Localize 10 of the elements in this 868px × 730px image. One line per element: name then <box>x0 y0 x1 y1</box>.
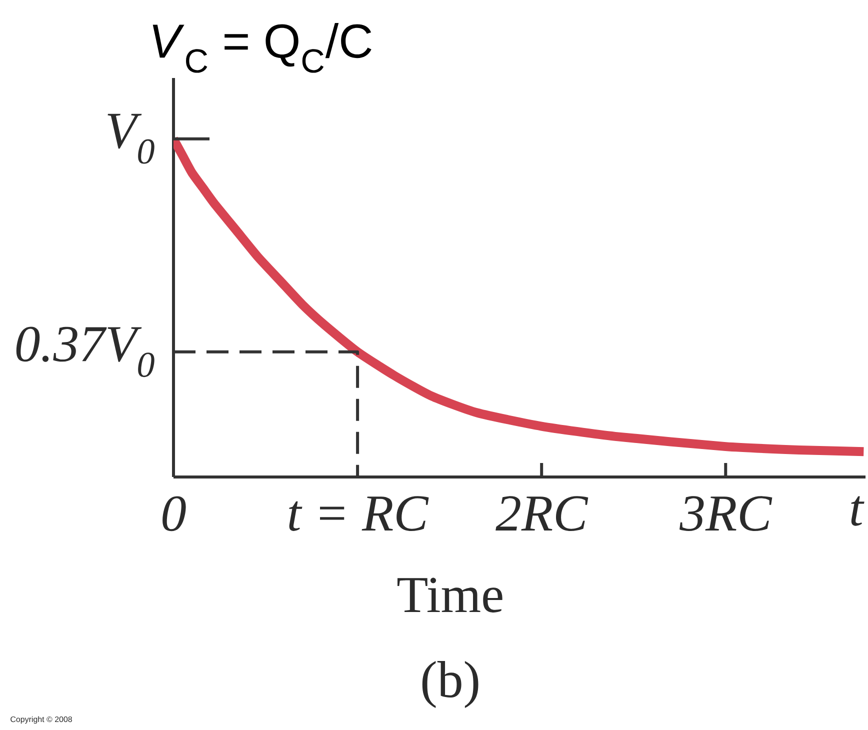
x-tick-label: 3RC <box>680 496 772 531</box>
text: t <box>851 496 864 526</box>
x-axis-title: Time <box>397 578 502 612</box>
annotation: 0.37V$_{0}$ <box>16 326 154 378</box>
x-tick-label: 0 <box>162 496 186 532</box>
x-tick-label: t = RC <box>289 496 429 531</box>
x-tick-label: 2RC <box>496 496 588 531</box>
y-axis-title: V$_{C}$ = Q$_{C}$/C <box>152 22 372 73</box>
annotation: V$_{0}$ <box>108 114 154 164</box>
text: (b) <box>422 661 478 708</box>
